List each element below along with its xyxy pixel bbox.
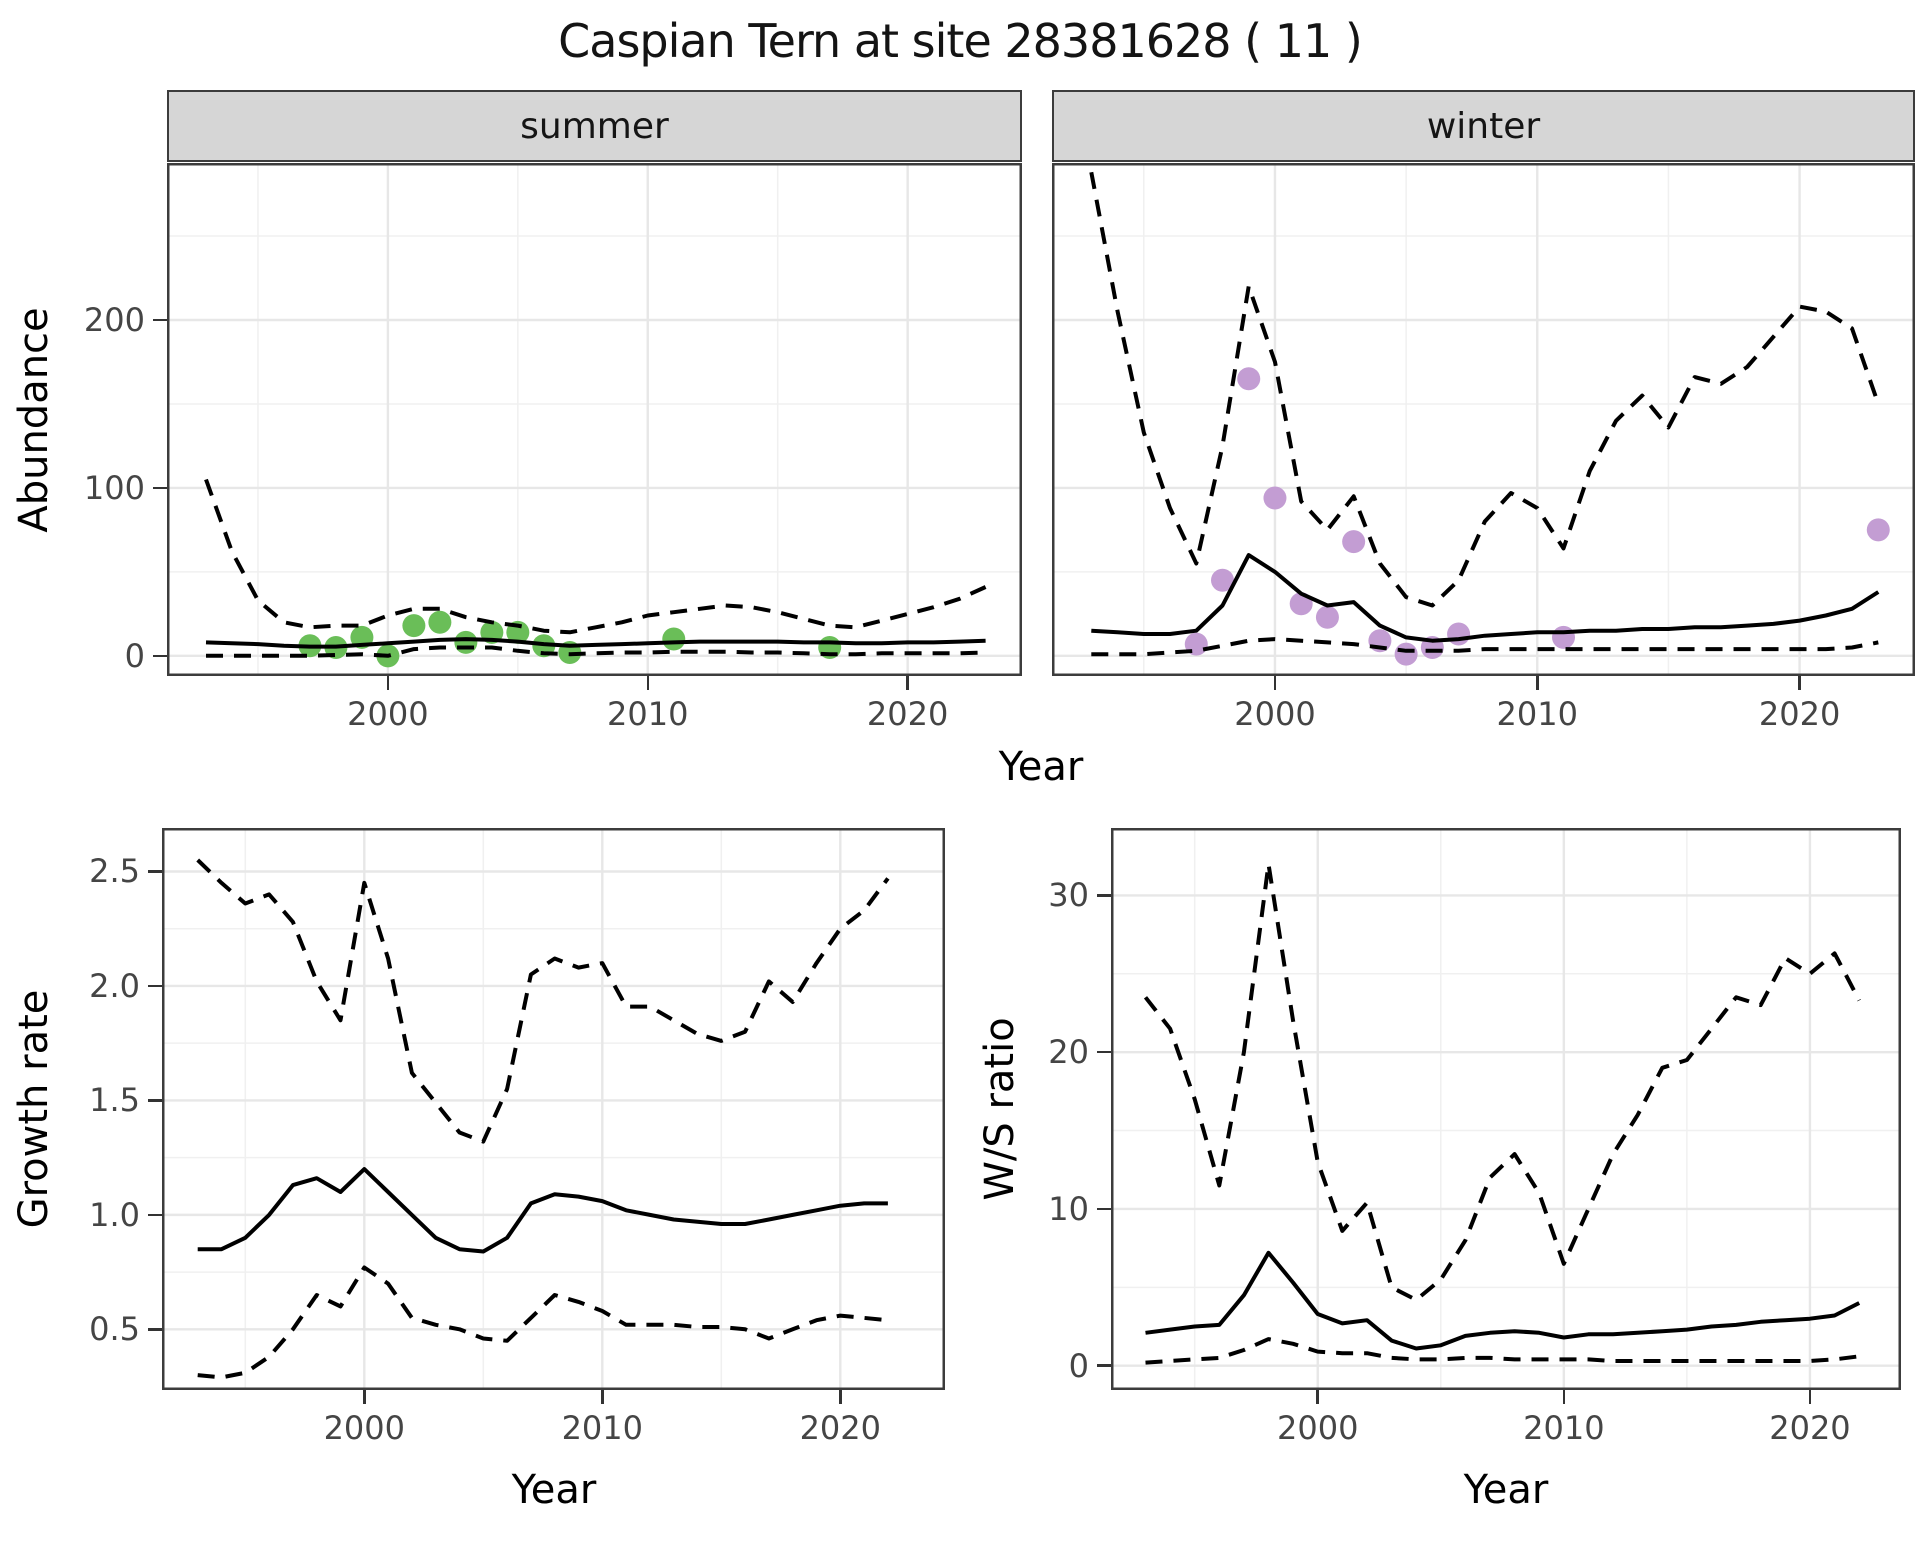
tick-mark bbox=[1316, 1390, 1319, 1404]
tick-mark bbox=[386, 676, 390, 690]
tick-mark bbox=[153, 654, 167, 658]
abundance-winter-point bbox=[1447, 622, 1471, 646]
tick-mark bbox=[148, 870, 162, 873]
ws-ratio-x-tick-label: 2020 bbox=[1769, 1409, 1851, 1447]
growth-rate-upper95_dashed bbox=[196, 858, 890, 1144]
facet-strip-winter: winter bbox=[1052, 90, 1915, 162]
growth-rate-x-tick-label: 2000 bbox=[323, 1409, 405, 1447]
abundance-winter-point bbox=[1866, 518, 1890, 542]
abundance-winter-x-tick-label: 2020 bbox=[1758, 695, 1841, 733]
tick-mark bbox=[1798, 676, 1801, 690]
abundance-summer-y-tick-label: 200 bbox=[83, 301, 145, 339]
tick-mark bbox=[601, 1390, 604, 1404]
growth-rate-lower95_dashed bbox=[197, 1265, 889, 1380]
abundance-summer-y-tick-label: 0 bbox=[124, 636, 145, 675]
page-title: Caspian Tern at site 28381628 ( 11 ) bbox=[558, 14, 1363, 68]
abundance-summer-point bbox=[662, 627, 686, 651]
ws-ratio-y-tick-label: 10 bbox=[1048, 1189, 1089, 1228]
ws-ratio-lower95_dashed bbox=[1145, 1337, 1860, 1365]
ws-ratio-x-tick-label: 2000 bbox=[1277, 1409, 1359, 1447]
abundance-winter-point bbox=[1211, 568, 1235, 592]
tick-mark bbox=[153, 486, 167, 490]
abundance-winter-point bbox=[1394, 642, 1418, 666]
tick-mark bbox=[148, 1213, 162, 1217]
facet-strip-winter-label: winter bbox=[1426, 105, 1541, 147]
facet-strip-summer: summer bbox=[167, 90, 1022, 162]
facet-strip-summer-label: summer bbox=[520, 105, 669, 147]
abundance-summer-point bbox=[428, 610, 452, 634]
abundance-summer-x-tick-label: 2010 bbox=[607, 695, 689, 733]
abundance-winter-fit_solid bbox=[1091, 553, 1880, 643]
tick-mark bbox=[839, 1390, 842, 1404]
panel-abundance-summer bbox=[167, 163, 1022, 676]
abundance-summer-x-tick-label: 2020 bbox=[866, 695, 949, 733]
abundance-winter-point bbox=[1263, 486, 1287, 510]
y-axis-title-growth-rate: Growth rate bbox=[11, 989, 57, 1229]
growth-rate-y-tick-label: 0.5 bbox=[89, 1310, 140, 1349]
growth-rate-x-tick-label: 2010 bbox=[561, 1409, 643, 1447]
abundance-summer-point bbox=[454, 630, 478, 654]
tick-mark bbox=[148, 1099, 162, 1102]
tick-mark bbox=[148, 984, 162, 988]
y-axis-title-abundance: Abundance bbox=[11, 307, 57, 533]
abundance-summer-point bbox=[402, 614, 426, 638]
x-axis-title-year-bottom-right: Year bbox=[1463, 1467, 1549, 1513]
growth-rate-y-tick-label: 2.5 bbox=[89, 852, 140, 891]
abundance-winter-upper95_dashed bbox=[1089, 171, 1881, 608]
y-axis-title-ws-ratio: W/S ratio bbox=[977, 1017, 1023, 1201]
panel-growth-rate bbox=[162, 828, 945, 1390]
abundance-summer-x-tick-label: 2000 bbox=[347, 695, 429, 733]
x-axis-title-year-top: Year bbox=[998, 744, 1084, 790]
tick-mark bbox=[1562, 1390, 1566, 1404]
tick-mark bbox=[1808, 1390, 1812, 1404]
panel-abundance-winter bbox=[1052, 163, 1915, 676]
tick-mark bbox=[153, 318, 167, 322]
tick-mark bbox=[646, 676, 650, 690]
ws-ratio-y-tick-label: 20 bbox=[1048, 1033, 1089, 1072]
abundance-winter-x-tick-label: 2010 bbox=[1496, 695, 1578, 733]
growth-rate-x-tick-label: 2020 bbox=[799, 1409, 881, 1447]
tick-mark bbox=[1097, 1050, 1111, 1054]
ws-ratio-y-tick-label: 0 bbox=[1068, 1346, 1089, 1385]
ws-ratio-y-tick-label: 30 bbox=[1048, 876, 1089, 915]
tick-mark bbox=[148, 1328, 162, 1331]
growth-rate-y-tick-label: 2.0 bbox=[89, 966, 140, 1005]
tick-mark bbox=[1536, 676, 1539, 690]
abundance-summer-y-tick-label: 100 bbox=[83, 468, 145, 507]
abundance-winter-point bbox=[1552, 625, 1576, 649]
panel-ws-ratio bbox=[1111, 828, 1901, 1390]
tick-mark bbox=[1097, 1207, 1111, 1211]
ws-ratio-fit_solid bbox=[1145, 1250, 1861, 1351]
abundance-summer-lower95_dashed bbox=[206, 645, 986, 658]
abundance-winter-point bbox=[1315, 605, 1339, 629]
tick-mark bbox=[1097, 1364, 1111, 1367]
growth-rate-fit_solid bbox=[197, 1167, 888, 1254]
abundance-winter-point bbox=[1237, 367, 1261, 391]
ws-ratio-upper95_dashed bbox=[1143, 862, 1861, 1302]
growth-rate-y-tick-label: 1.5 bbox=[89, 1081, 140, 1120]
tick-mark bbox=[906, 676, 909, 690]
tick-mark bbox=[1273, 676, 1277, 690]
abundance-winter-point bbox=[1342, 530, 1366, 554]
ws-ratio-x-tick-label: 2010 bbox=[1523, 1409, 1605, 1447]
tick-mark bbox=[1097, 894, 1111, 897]
abundance-summer-upper95_dashed bbox=[204, 478, 987, 635]
abundance-summer-fit_solid bbox=[205, 637, 986, 649]
tick-mark bbox=[363, 1390, 366, 1404]
abundance-winter-lower95_dashed bbox=[1091, 637, 1879, 657]
abundance-winter-x-tick-label: 2000 bbox=[1234, 695, 1316, 733]
growth-rate-y-tick-label: 1.0 bbox=[89, 1195, 140, 1234]
x-axis-title-year-bottom-left: Year bbox=[511, 1467, 597, 1513]
